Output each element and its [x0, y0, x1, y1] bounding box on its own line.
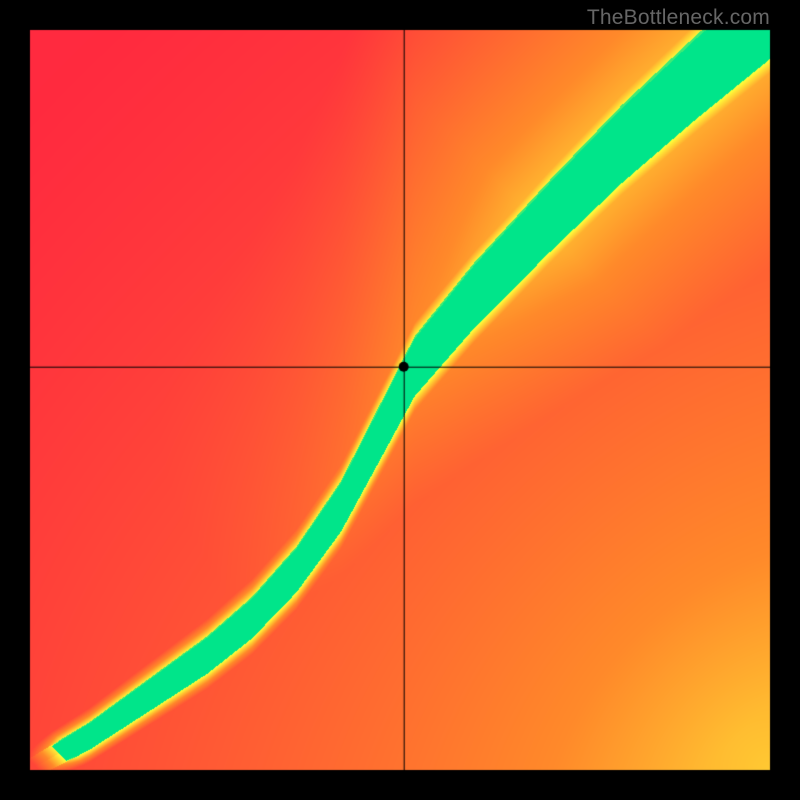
watermark-text: TheBottleneck.com — [587, 6, 770, 30]
chart-container: TheBottleneck.com — [0, 0, 800, 800]
bottleneck-heatmap-canvas — [0, 0, 800, 800]
